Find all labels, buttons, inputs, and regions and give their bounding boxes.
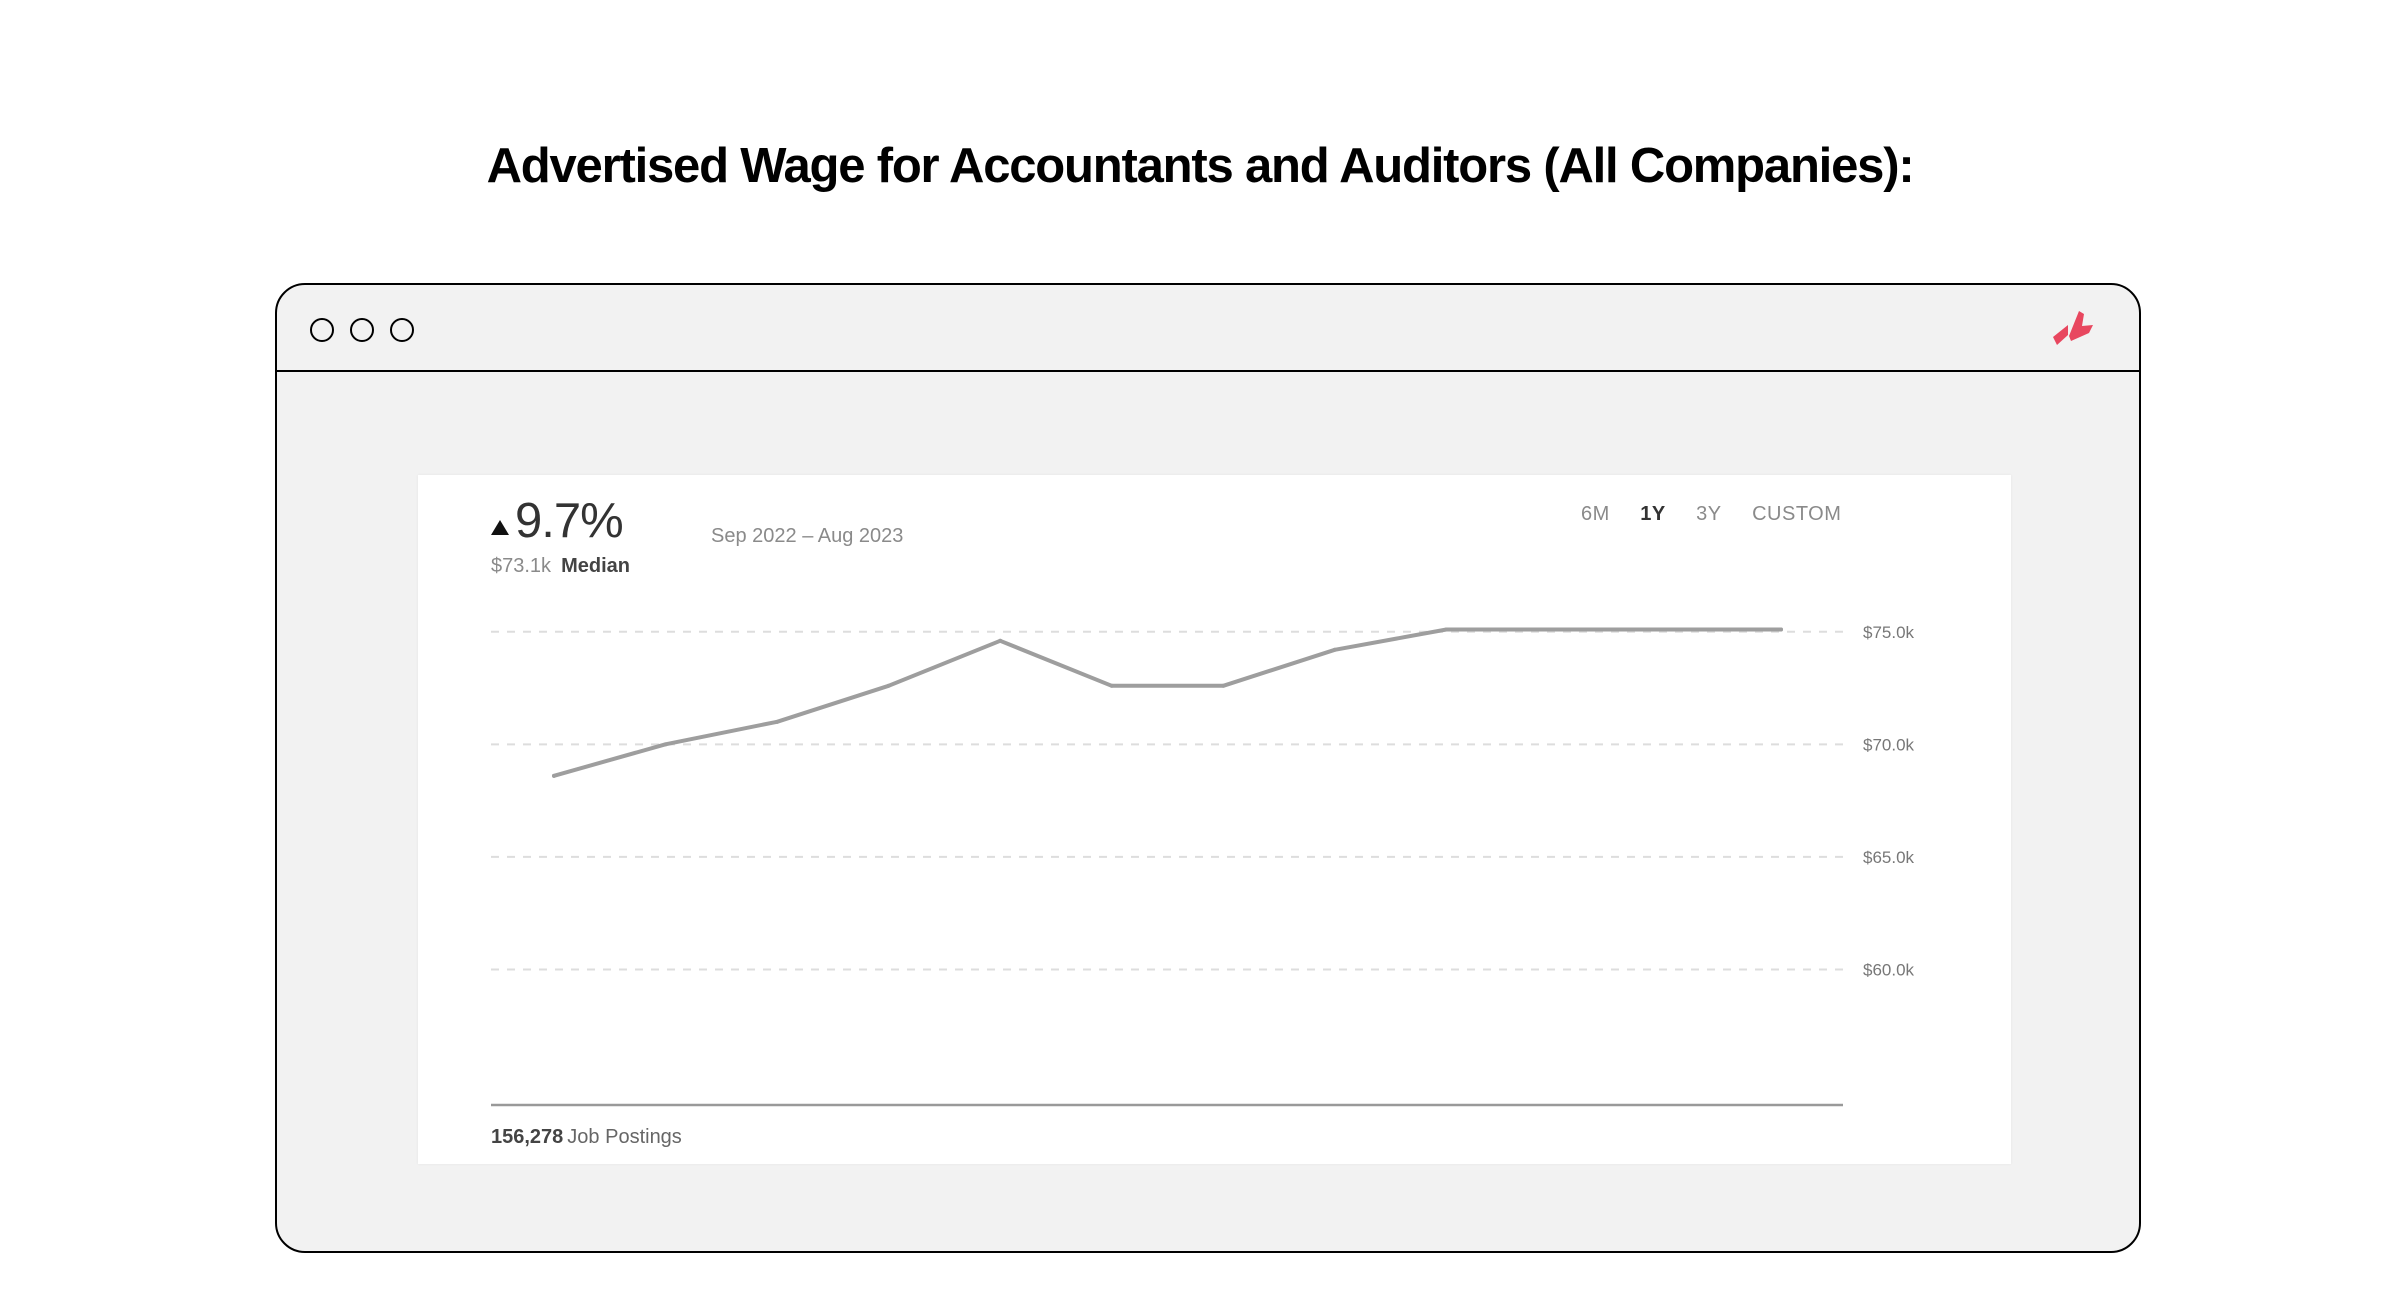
window-titlebar [277,285,2139,372]
data-point [1555,627,1560,632]
y-tick-label: $70.0k [1863,735,1915,754]
data-point [886,683,891,688]
median-row: $73.1k Median [491,555,630,578]
job-postings-label: Job Postings [567,1126,682,1148]
median-label: Median [561,555,630,577]
wage-chart-card: 9.7% Sep 2022 – Aug 2023 $73.1k Median 6M… [418,475,2011,1164]
tab-3y[interactable]: 3Y [1696,503,1722,525]
data-point [1332,647,1337,652]
data-point [1667,627,1672,632]
browser-window: 9.7% Sep 2022 – Aug 2023 $73.1k Median 6M… [275,283,2141,1253]
y-tick-label: $75.0k [1863,623,1915,642]
data-point [1444,627,1449,632]
data-point [1779,627,1783,632]
job-postings-count: 156,278 [491,1126,564,1148]
time-range-tabs: 6M 1Y 3Y CUSTOM [1581,503,1867,526]
series-line [552,627,1783,778]
tab-1y[interactable]: 1Y [1640,503,1666,525]
window-control-circle-icon[interactable] [310,318,334,342]
window-control-circle-icon[interactable] [390,318,414,342]
y-tick-label: $60.0k [1863,960,1915,979]
data-point [998,638,1003,643]
tab-custom[interactable]: CUSTOM [1752,503,1842,525]
data-point [552,773,556,778]
y-tick-label: $65.0k [1863,848,1915,867]
data-point [1221,683,1226,688]
date-period: Sep 2022 – Aug 2023 [711,525,904,547]
triangle-up-icon [491,520,509,535]
median-value: $73.1k [491,555,552,577]
tab-6m[interactable]: 6M [1581,503,1610,525]
change-percentage: 9.7% [515,494,624,548]
window-control-circle-icon[interactable] [350,318,374,342]
page-title: Advertised Wage for Accountants and Audi… [486,139,1915,193]
wage-line-chart: $60.0k $65.0k $70.0k $75.0k [491,623,1915,1107]
data-point [663,742,668,747]
brand-logo-icon [2053,311,2093,345]
job-postings-summary: 156,278 Job Postings [491,1126,682,1149]
data-point [775,719,780,724]
data-point [1109,683,1114,688]
